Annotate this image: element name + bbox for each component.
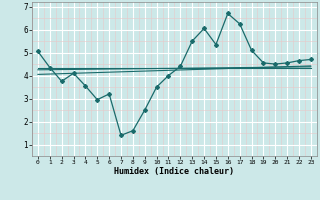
- X-axis label: Humidex (Indice chaleur): Humidex (Indice chaleur): [115, 167, 234, 176]
